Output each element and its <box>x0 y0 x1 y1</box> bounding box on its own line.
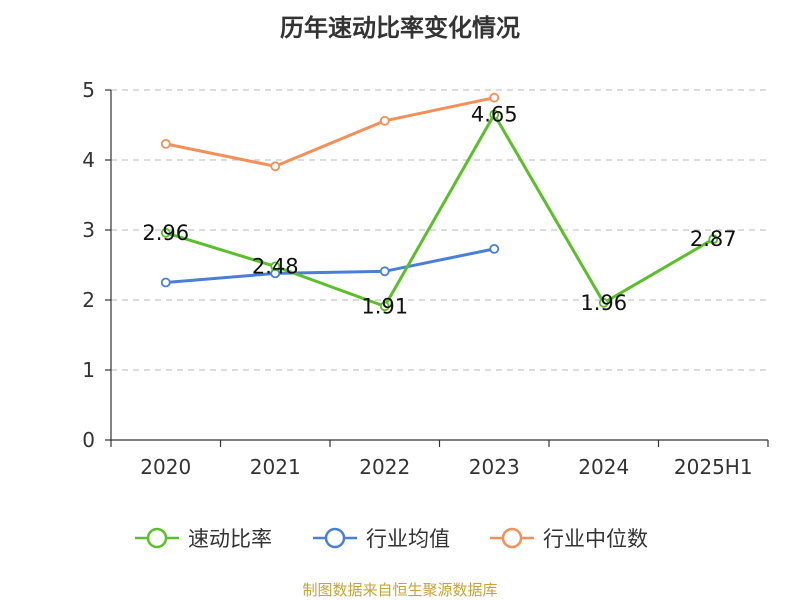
data-label-0-1: 2.48 <box>252 254 299 278</box>
point-0-4[interactable] <box>598 297 609 308</box>
x-tick-label-3: 2023 <box>469 455 520 479</box>
point-0-0[interactable] <box>160 227 171 238</box>
legend-label-0: 速动比率 <box>188 527 272 551</box>
grid-lines <box>111 89 768 371</box>
x-tick-label-1: 2021 <box>250 455 301 479</box>
point-1-3[interactable] <box>489 243 500 254</box>
data-label-0-5: 2.87 <box>690 227 737 251</box>
data-label-0-0: 2.96 <box>142 221 189 245</box>
point-2-1[interactable] <box>270 161 281 172</box>
y-tick-label-1: 1 <box>82 358 95 382</box>
legend-marker-0 <box>135 527 179 549</box>
data-label-0-4: 1.96 <box>580 291 627 315</box>
series-line-0 <box>165 113 715 308</box>
point-0-1[interactable] <box>270 261 281 272</box>
chart-title: 历年速动比率变化情况 <box>280 14 520 42</box>
legend-marker-1 <box>313 527 357 549</box>
point-0-5[interactable] <box>708 234 719 245</box>
point-2-2[interactable] <box>379 115 390 126</box>
legend-item-2[interactable]: 行业中位数 <box>489 520 648 556</box>
legend-label-2: 行业中位数 <box>543 527 648 551</box>
y-tick-label-4: 4 <box>82 148 95 172</box>
series-line-1 <box>165 247 495 284</box>
point-1-0[interactable] <box>160 277 171 288</box>
point-2-3[interactable] <box>489 92 500 103</box>
x-tick-label-4: 2024 <box>578 455 629 479</box>
data-labels: 2.96 2.48 1.91 4.65 1.96 2.87 <box>142 103 736 319</box>
point-1-2[interactable] <box>379 266 390 277</box>
axes: 0 1 2 3 4 5 2020 2021 2022 2023 2024 2025H1 <box>82 78 769 479</box>
legend-item-0[interactable]: 速动比率 <box>134 520 272 556</box>
point-0-2[interactable] <box>379 301 390 312</box>
data-label-0-2: 1.91 <box>361 294 408 318</box>
legend: 速动比率 行业均值 行业中位数 <box>0 520 800 556</box>
x-tick-label-0: 2020 <box>140 455 191 479</box>
x-tick-label-2: 2022 <box>359 455 410 479</box>
y-tick-label-2: 2 <box>82 288 95 312</box>
source-note: 制图数据来自恒生聚源数据库 <box>302 581 498 599</box>
legend-marker-2 <box>490 527 534 549</box>
y-tick-label-0: 0 <box>82 428 95 452</box>
y-tick-label-5: 5 <box>82 78 95 102</box>
point-2-0[interactable] <box>160 138 171 149</box>
y-tick-label-3: 3 <box>82 218 95 242</box>
series-lines <box>160 92 719 312</box>
series-line-2 <box>165 96 495 168</box>
x-tick-label-5: 2025H1 <box>674 455 753 479</box>
data-label-0-3: 4.65 <box>471 103 518 127</box>
legend-item-1[interactable]: 行业均值 <box>312 520 450 556</box>
legend-label-1: 行业均值 <box>366 527 450 551</box>
point-0-3[interactable] <box>489 109 500 120</box>
